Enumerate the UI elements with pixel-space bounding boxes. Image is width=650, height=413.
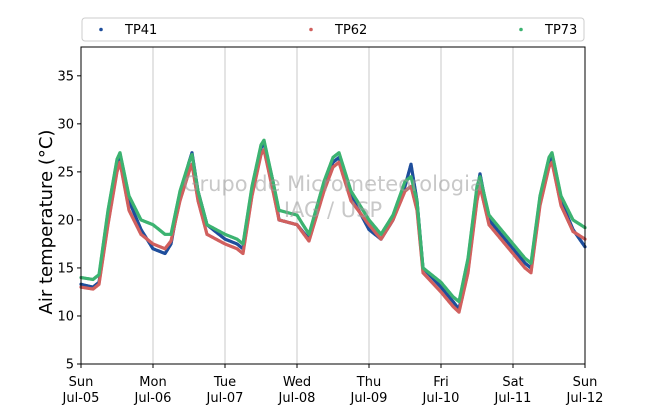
y-tick-label: 15 [57,261,74,276]
legend-item-tp41: TP41 [99,23,157,38]
x-tick-date-label: Jul-08 [278,391,316,406]
y-tick-label: 35 [57,69,74,84]
legend-marker-tp73 [519,27,523,32]
x-tick-date-label: Jul-05 [62,391,100,406]
legend-item-tp73: TP73 [519,23,577,38]
legend: TP41 TP62 TP73 [81,17,585,42]
x-tick-date-label: Jul-12 [566,391,604,406]
x-tick-date-label: Jul-07 [206,391,244,406]
x-tick-day-label: Mon [139,375,166,390]
vertical-gridlines [152,47,514,364]
x-tick-date-label: Jul-11 [494,391,532,406]
series-tp73 [79,138,587,304]
x-tick-day-label: Thu [356,375,381,390]
y-tick-label: 30 [57,117,74,132]
legend-label-tp73: TP73 [544,23,577,38]
x-tick-date-label: Jul-09 [350,391,388,406]
series-layer [79,138,587,314]
legend-box [81,17,585,42]
legend-marker-tp62 [309,27,313,32]
y-axis-label: Air temperature (°C) [36,130,57,315]
y-tick-label: 20 [57,213,74,228]
y-tick-label: 5 [66,358,74,373]
legend-item-tp62: TP62 [309,23,367,38]
legend-label-tp62: TP62 [334,23,367,38]
x-tick-day-label: Fri [433,375,449,390]
watermark-line-1: Grupo de Micrometeorologia [183,172,483,196]
x-tick-day-label: Sun [69,375,94,390]
x-tick-day-label: Wed [283,375,311,390]
x-tick-day-label: Tue [213,375,236,390]
x-tick-day-label: Sun [573,375,598,390]
x-tick-day-label: Sat [502,375,523,390]
legend-label-tp41: TP41 [124,23,157,38]
y-tick-label: 25 [57,165,74,180]
x-tick-date-label: Jul-06 [134,391,172,406]
y-tick-label: 10 [57,309,74,324]
legend-marker-tp41 [99,27,103,32]
watermark-line-2: IAG / USP [284,198,382,222]
x-tick-date-label: Jul-10 [422,391,460,406]
